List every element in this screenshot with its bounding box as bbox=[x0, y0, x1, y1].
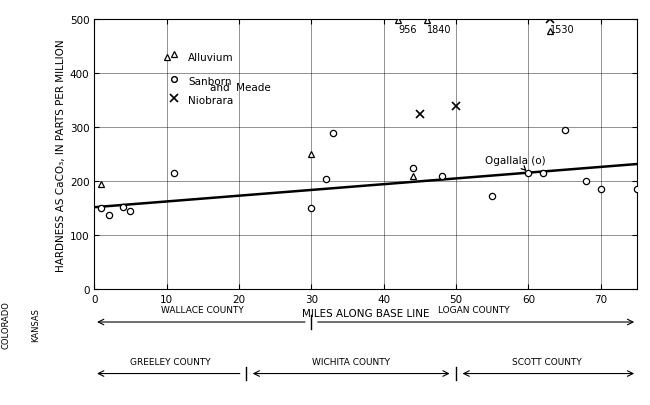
Text: 956: 956 bbox=[398, 25, 417, 34]
Text: 1840: 1840 bbox=[427, 25, 452, 34]
Text: SCOTT COUNTY: SCOTT COUNTY bbox=[512, 357, 581, 366]
X-axis label: MILES ALONG BASE LINE: MILES ALONG BASE LINE bbox=[302, 309, 430, 318]
Text: COLORADO: COLORADO bbox=[2, 300, 11, 348]
Text: Niobrara: Niobrara bbox=[188, 96, 233, 106]
Text: GREELEY COUNTY: GREELEY COUNTY bbox=[130, 357, 211, 366]
Text: LOGAN COUNTY: LOGAN COUNTY bbox=[438, 306, 510, 315]
Text: Sanborn: Sanborn bbox=[188, 77, 232, 87]
Text: WICHITA COUNTY: WICHITA COUNTY bbox=[312, 357, 390, 366]
Text: 1530: 1530 bbox=[550, 25, 575, 34]
Text: Alluvium: Alluvium bbox=[188, 53, 234, 63]
Text: WALLACE COUNTY: WALLACE COUNTY bbox=[161, 306, 244, 315]
Text: Ogallala (o): Ogallala (o) bbox=[485, 155, 545, 171]
Text: and  Meade: and Meade bbox=[210, 83, 271, 93]
Text: KANSAS: KANSAS bbox=[31, 307, 40, 341]
Y-axis label: HARDNESS AS CaCO₃, IN PARTS PER MILLION: HARDNESS AS CaCO₃, IN PARTS PER MILLION bbox=[56, 39, 66, 271]
